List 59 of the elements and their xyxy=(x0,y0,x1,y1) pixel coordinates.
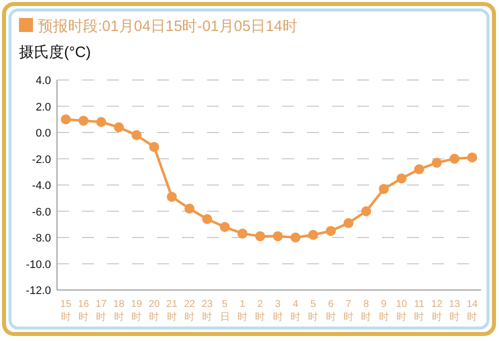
x-tick-label: 5时 xyxy=(308,299,318,323)
point xyxy=(450,154,460,164)
point xyxy=(114,122,124,132)
y-tick-label: 0.0 xyxy=(36,128,51,140)
x-tick-label: 14时 xyxy=(466,299,478,323)
x-tick-label: 7时 xyxy=(344,299,354,323)
x-tick-label: 21时 xyxy=(166,299,178,323)
point xyxy=(414,164,424,174)
x-tick-label: 5日 xyxy=(220,299,230,323)
y-tick-label: 2.0 xyxy=(36,101,51,114)
point xyxy=(149,142,160,152)
x-tick-label: 13时 xyxy=(448,299,460,323)
x-tick-label: 6时 xyxy=(326,299,336,323)
y-tick-label: -8.0 xyxy=(32,232,51,244)
point xyxy=(378,184,389,194)
y-tick-label: -10.0 xyxy=(26,258,51,271)
x-tick-label: 10时 xyxy=(396,299,408,323)
y-tick-label: -4.0 xyxy=(32,180,51,192)
x-tick-label: 19时 xyxy=(130,299,142,323)
y-tick-label: -6.0 xyxy=(32,206,51,218)
x-tick-label: 20时 xyxy=(148,299,160,323)
x-tick-label: 8时 xyxy=(361,299,372,323)
point xyxy=(272,231,283,242)
x-tick-label: 18时 xyxy=(113,299,125,323)
x-tick-label: 11时 xyxy=(414,299,425,323)
point xyxy=(467,152,478,162)
chart-title: 预报时段:01月04日15时-01月05日14时 xyxy=(38,18,298,35)
point xyxy=(166,192,177,202)
x-tick-label: 15时 xyxy=(60,299,72,323)
point xyxy=(361,206,372,216)
point xyxy=(326,226,336,236)
point xyxy=(238,228,248,239)
y-tick-label: -12.0 xyxy=(26,285,51,297)
x-tick-label: 22时 xyxy=(184,299,196,323)
point xyxy=(132,130,142,140)
x-tick-label: 16时 xyxy=(78,299,90,323)
point xyxy=(308,230,318,240)
y-axis-title: 摄氏度(°C) xyxy=(19,44,91,61)
point xyxy=(432,158,442,168)
x-tick-label: 4时 xyxy=(290,299,300,323)
point xyxy=(220,222,230,232)
x-tick-label: 2时 xyxy=(255,299,266,323)
point xyxy=(290,232,300,242)
x-tick-label: 17时 xyxy=(96,299,108,323)
y-tick-label: -2.0 xyxy=(32,154,51,166)
point xyxy=(78,116,88,126)
point xyxy=(96,117,106,127)
point xyxy=(396,173,406,184)
point xyxy=(184,204,194,214)
x-tick-label: 23时 xyxy=(202,299,214,323)
x-tick-label: 12时 xyxy=(431,299,443,323)
point xyxy=(60,114,71,124)
x-tick-label: 1时 xyxy=(238,299,248,323)
point xyxy=(202,214,212,224)
point xyxy=(255,231,266,242)
point xyxy=(344,218,354,228)
x-tick-label: 3时 xyxy=(272,299,283,323)
x-tick-label: 9时 xyxy=(378,299,389,323)
y-tick-label: 4.0 xyxy=(36,75,51,87)
